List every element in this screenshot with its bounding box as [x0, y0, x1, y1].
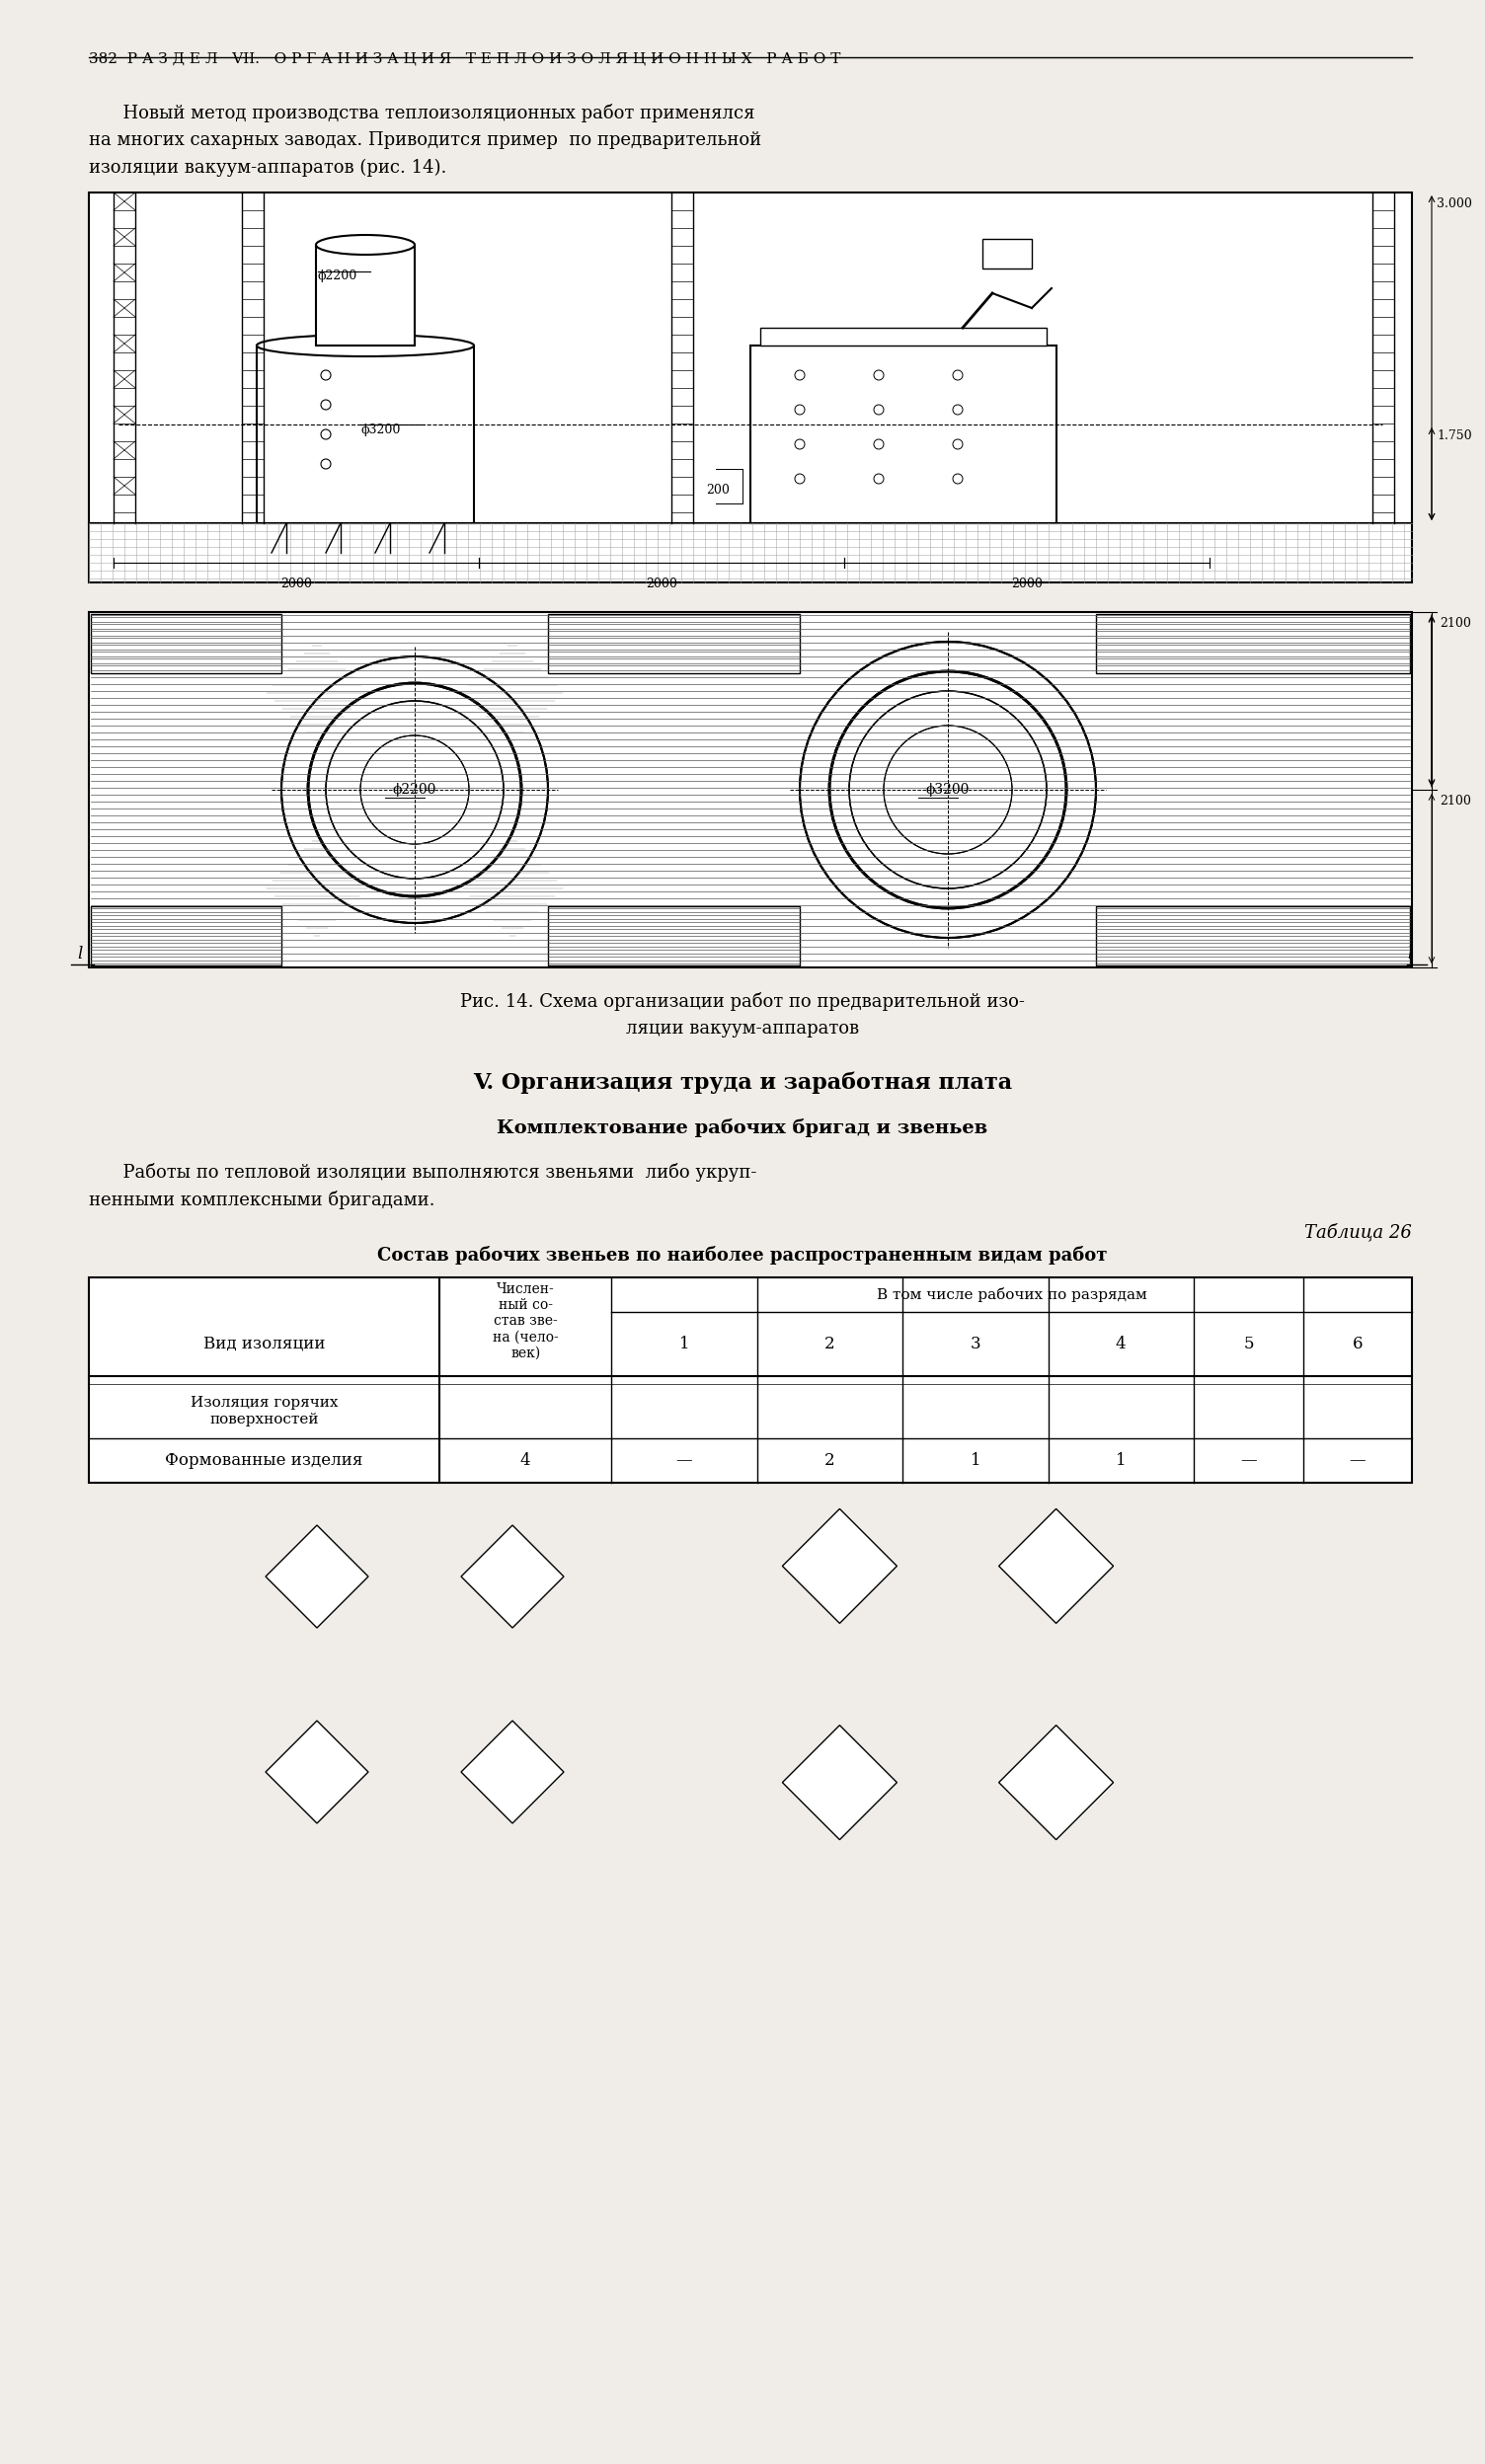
Text: на многих сахарных заводах. Приводится пример  по предварительной: на многих сахарных заводах. Приводится п… [89, 131, 762, 148]
Polygon shape [462, 1525, 564, 1629]
Text: l: l [1406, 946, 1412, 963]
Circle shape [953, 473, 962, 483]
Text: 2: 2 [824, 1451, 835, 1469]
Text: 2000: 2000 [1011, 577, 1042, 591]
Circle shape [325, 700, 503, 880]
Polygon shape [783, 1508, 897, 1624]
Bar [91, 907, 281, 966]
Text: 2: 2 [824, 1335, 835, 1353]
Circle shape [884, 724, 1013, 855]
Text: —: — [1350, 1451, 1366, 1469]
Text: Новый метод производства теплоизоляционных работ применялся: Новый метод производства теплоизоляционн… [89, 103, 754, 123]
Circle shape [873, 370, 884, 379]
Polygon shape [999, 1725, 1114, 1841]
Bar [89, 1276, 1412, 1483]
Circle shape [873, 404, 884, 414]
Circle shape [321, 370, 331, 379]
Text: 5: 5 [1243, 1335, 1253, 1353]
Bar [316, 244, 414, 345]
Polygon shape [266, 1720, 368, 1823]
Bar [1096, 614, 1409, 673]
Text: 2000: 2000 [646, 577, 677, 591]
Text: ϕ3200: ϕ3200 [361, 424, 401, 436]
Text: 200: 200 [705, 483, 729, 498]
Text: 2000: 2000 [281, 577, 312, 591]
Text: 4: 4 [520, 1451, 530, 1469]
Text: 3: 3 [970, 1335, 980, 1353]
Text: 6: 6 [1353, 1335, 1363, 1353]
Circle shape [321, 458, 331, 468]
Text: Комплектование рабочих бригад и звеньев: Комплектование рабочих бригад и звеньев [497, 1119, 988, 1138]
Text: 2100: 2100 [1439, 796, 1472, 808]
Text: Изоляция горячих
поверхностей: Изоляция горячих поверхностей [190, 1397, 339, 1427]
Text: 2100: 2100 [1439, 616, 1472, 631]
Circle shape [307, 683, 521, 897]
Polygon shape [783, 1725, 897, 1841]
Circle shape [281, 655, 548, 924]
Bar [89, 611, 1412, 968]
Circle shape [953, 439, 962, 448]
Text: 1: 1 [970, 1451, 980, 1469]
Text: изоляции вакуум-аппаратов (рис. 14).: изоляции вакуум-аппаратов (рис. 14). [89, 160, 447, 177]
Text: Состав рабочих звеньев по наиболее распространенным видам работ: Состав рабочих звеньев по наиболее распр… [377, 1247, 1108, 1264]
Circle shape [800, 641, 1096, 939]
Circle shape [953, 370, 962, 379]
Text: 4: 4 [1115, 1335, 1126, 1353]
Text: —: — [1240, 1451, 1256, 1469]
Circle shape [849, 690, 1047, 890]
Text: ненными комплексными бригадами.: ненными комплексными бригадами. [89, 1190, 435, 1210]
Text: ϕ2200: ϕ2200 [318, 271, 358, 283]
Text: 382  Р А З Д Е Л   VII.   О Р Г А Н И З А Ц И Я   Т Е П Л О И З О Л Я Ц И О Н Н : 382 Р А З Д Е Л VII. О Р Г А Н И З А Ц И… [89, 52, 841, 64]
Polygon shape [266, 1525, 368, 1629]
Text: 1: 1 [1115, 1451, 1126, 1469]
Circle shape [794, 370, 805, 379]
Text: Таблица 26: Таблица 26 [1304, 1222, 1412, 1242]
Text: 3.000: 3.000 [1436, 197, 1472, 209]
Circle shape [830, 670, 1066, 909]
Circle shape [794, 439, 805, 448]
Bar [1096, 907, 1409, 966]
Circle shape [361, 734, 469, 845]
Text: —: — [676, 1451, 692, 1469]
Text: Формованные изделия: Формованные изделия [165, 1451, 364, 1469]
Bar [89, 192, 1412, 582]
Text: V. Организация труда и заработная плата: V. Организация труда и заработная плата [472, 1072, 1013, 1094]
Bar [983, 239, 1032, 269]
Ellipse shape [257, 335, 474, 357]
Text: ϕ3200: ϕ3200 [927, 784, 970, 796]
Polygon shape [999, 1508, 1114, 1624]
Circle shape [794, 404, 805, 414]
Text: Работы по тепловой изоляции выполняются звеньями  либо укруп-: Работы по тепловой изоляции выполняются … [89, 1163, 757, 1183]
Ellipse shape [316, 234, 414, 254]
Circle shape [953, 404, 962, 414]
Text: Числен-
ный со-
став зве-
на (чело-
век): Числен- ный со- став зве- на (чело- век) [493, 1281, 558, 1360]
Text: ляции вакуум-аппаратов: ляции вакуум-аппаратов [627, 1020, 858, 1037]
Bar [91, 614, 281, 673]
Polygon shape [462, 1720, 564, 1823]
Circle shape [873, 439, 884, 448]
Text: В том числе рабочих по разрядам: В том числе рабочих по разрядам [876, 1286, 1146, 1301]
Bar [750, 345, 1056, 522]
Bar [548, 614, 800, 673]
Text: Рис. 14. Схема организации работ по предварительной изо-: Рис. 14. Схема организации работ по пред… [460, 993, 1025, 1010]
Circle shape [321, 429, 331, 439]
Circle shape [321, 399, 331, 409]
Bar [257, 345, 474, 522]
Circle shape [794, 473, 805, 483]
Bar [548, 907, 800, 966]
Text: 1.750: 1.750 [1436, 429, 1472, 441]
Text: Вид изоляции: Вид изоляции [203, 1335, 325, 1353]
Bar [760, 328, 1047, 345]
Text: ϕ2200: ϕ2200 [394, 784, 437, 796]
Text: 1: 1 [679, 1335, 689, 1353]
Circle shape [873, 473, 884, 483]
Text: l: l [77, 946, 82, 963]
